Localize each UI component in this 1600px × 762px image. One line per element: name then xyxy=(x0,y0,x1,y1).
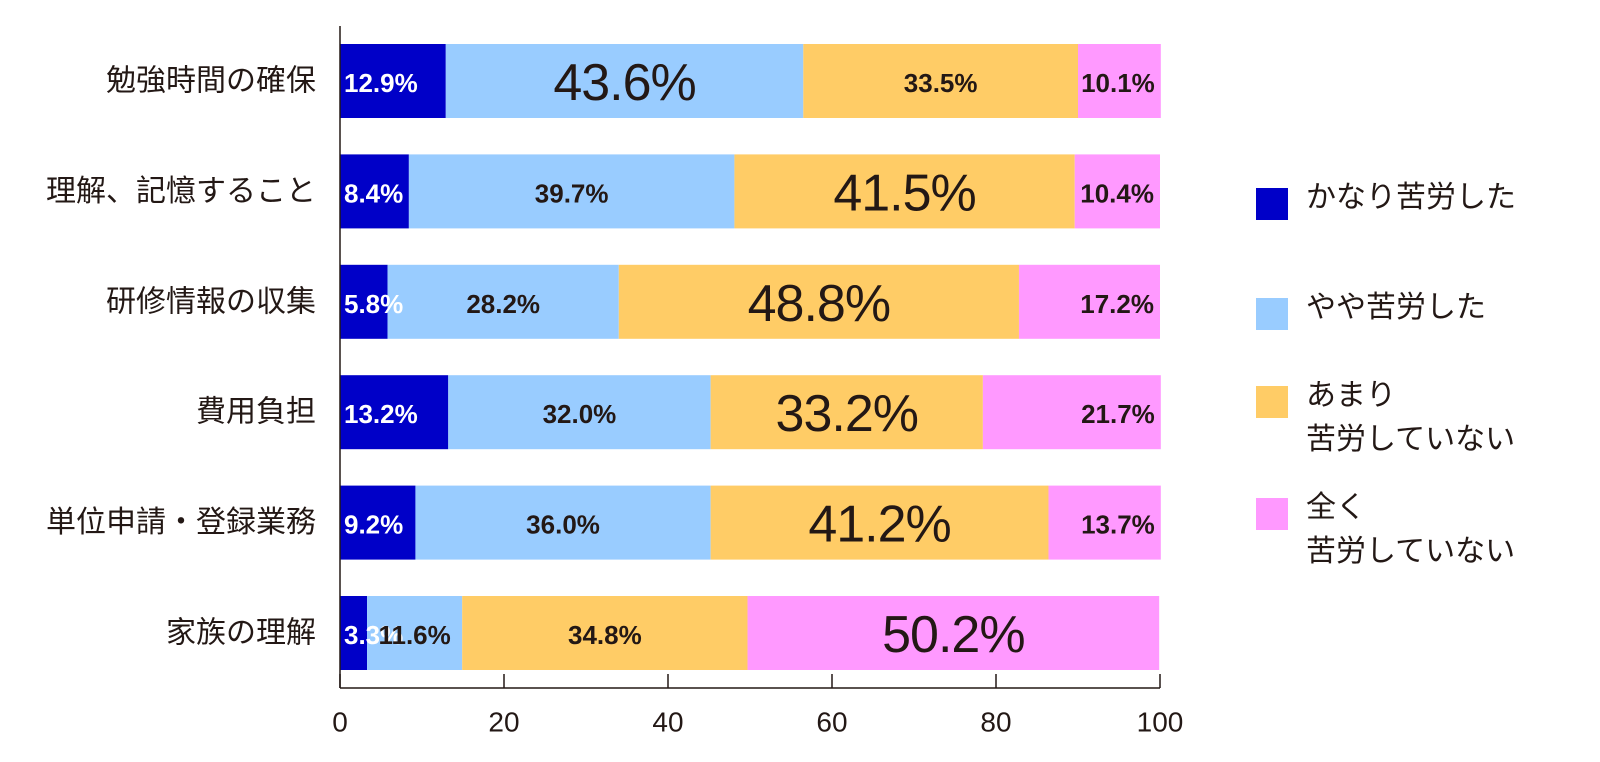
legend-label-mattaku: 全く 苦労していない xyxy=(1306,490,1516,569)
legend-item-yaya: やや苦労した xyxy=(1256,286,1486,330)
value-label: 50.2% xyxy=(882,606,1024,664)
bar-segment xyxy=(734,154,1075,229)
legend-swatch-mattaku xyxy=(1256,498,1288,530)
bar-segment xyxy=(618,264,1019,339)
value-label: 9.2% xyxy=(344,510,403,540)
bar-segment xyxy=(387,264,619,339)
value-label: 48.8% xyxy=(748,275,890,333)
bar-segment xyxy=(415,485,711,560)
value-label: 32.0% xyxy=(543,399,617,429)
value-label: 36.0% xyxy=(526,510,600,540)
legend-item-amari: あまり 苦労していない xyxy=(1256,374,1515,462)
bar-segment xyxy=(1018,264,1160,339)
bar-segment xyxy=(445,44,804,118)
legend-swatch-yaya xyxy=(1256,298,1288,330)
bar-segment xyxy=(710,375,983,450)
bar-segment xyxy=(448,375,711,450)
legend-label-amari: あまり 苦労していない xyxy=(1306,378,1516,457)
x-tick-label: 0 xyxy=(332,707,348,738)
bar-segment xyxy=(340,596,368,670)
bar-segment xyxy=(982,375,1161,450)
value-label: 21.7% xyxy=(1081,399,1155,429)
value-label: 5.8% xyxy=(344,289,403,319)
x-tick-label: 40 xyxy=(652,707,683,738)
value-label: 13.7% xyxy=(1081,510,1155,540)
category-label: 費用負担 xyxy=(196,395,316,430)
value-label: 8.4% xyxy=(344,178,403,208)
x-tick-label: 60 xyxy=(816,707,847,738)
legend-item-kanari: かなり苦労した xyxy=(1256,176,1516,220)
bar-segment xyxy=(340,485,416,560)
bar-segment xyxy=(1078,44,1161,118)
legend-swatch-kanari xyxy=(1256,188,1288,220)
bar-segment xyxy=(340,154,409,229)
bar-segment xyxy=(462,596,748,670)
legend-label-kanari: かなり苦労した xyxy=(1306,180,1516,215)
value-label: 3.3% xyxy=(344,620,403,650)
bar-segment xyxy=(408,154,735,229)
category-label: 家族の理解 xyxy=(166,616,316,651)
legend-item-mattaku: 全く 苦労していない xyxy=(1256,486,1515,574)
value-label: 39.7% xyxy=(535,178,609,208)
value-label: 43.6% xyxy=(553,54,695,112)
value-label: 11.6% xyxy=(378,620,450,650)
bar-segment xyxy=(710,485,1049,560)
bar-segment xyxy=(340,44,446,118)
value-label: 33.2% xyxy=(776,385,918,443)
legend-label-yaya: やや苦労した xyxy=(1306,290,1486,325)
value-label: 13.2% xyxy=(344,399,418,429)
bar-segment xyxy=(340,264,388,339)
value-label: 41.2% xyxy=(808,496,950,554)
category-label: 勉強時間の確保 xyxy=(106,64,316,99)
bar-segment xyxy=(1074,154,1160,229)
legend: かなり苦労した やや苦労した あまり 苦労していない 全く 苦労していない xyxy=(1256,0,1596,762)
x-tick-label: 100 xyxy=(1137,707,1184,738)
x-tick-label: 80 xyxy=(980,707,1011,738)
value-label: 10.4% xyxy=(1080,178,1154,208)
bar-segment xyxy=(340,375,449,450)
value-label: 12.9% xyxy=(344,68,418,98)
value-label: 17.2% xyxy=(1080,289,1154,319)
bar-segment xyxy=(803,44,1078,118)
bar-segment xyxy=(1048,485,1161,560)
x-tick-label: 20 xyxy=(488,707,519,738)
value-label: 33.5% xyxy=(904,68,978,98)
category-label: 研修情報の収集 xyxy=(106,284,316,319)
bar-segment xyxy=(367,596,463,670)
legend-swatch-amari xyxy=(1256,386,1288,418)
category-label: 理解、記憶すること xyxy=(46,174,316,209)
value-label: 10.1% xyxy=(1081,68,1155,98)
bar-segment xyxy=(747,596,1160,670)
value-label: 34.8% xyxy=(568,620,642,650)
value-label: 41.5% xyxy=(833,164,975,222)
value-label: 28.2% xyxy=(466,289,540,319)
category-label: 単位申請・登録業務 xyxy=(46,505,316,540)
